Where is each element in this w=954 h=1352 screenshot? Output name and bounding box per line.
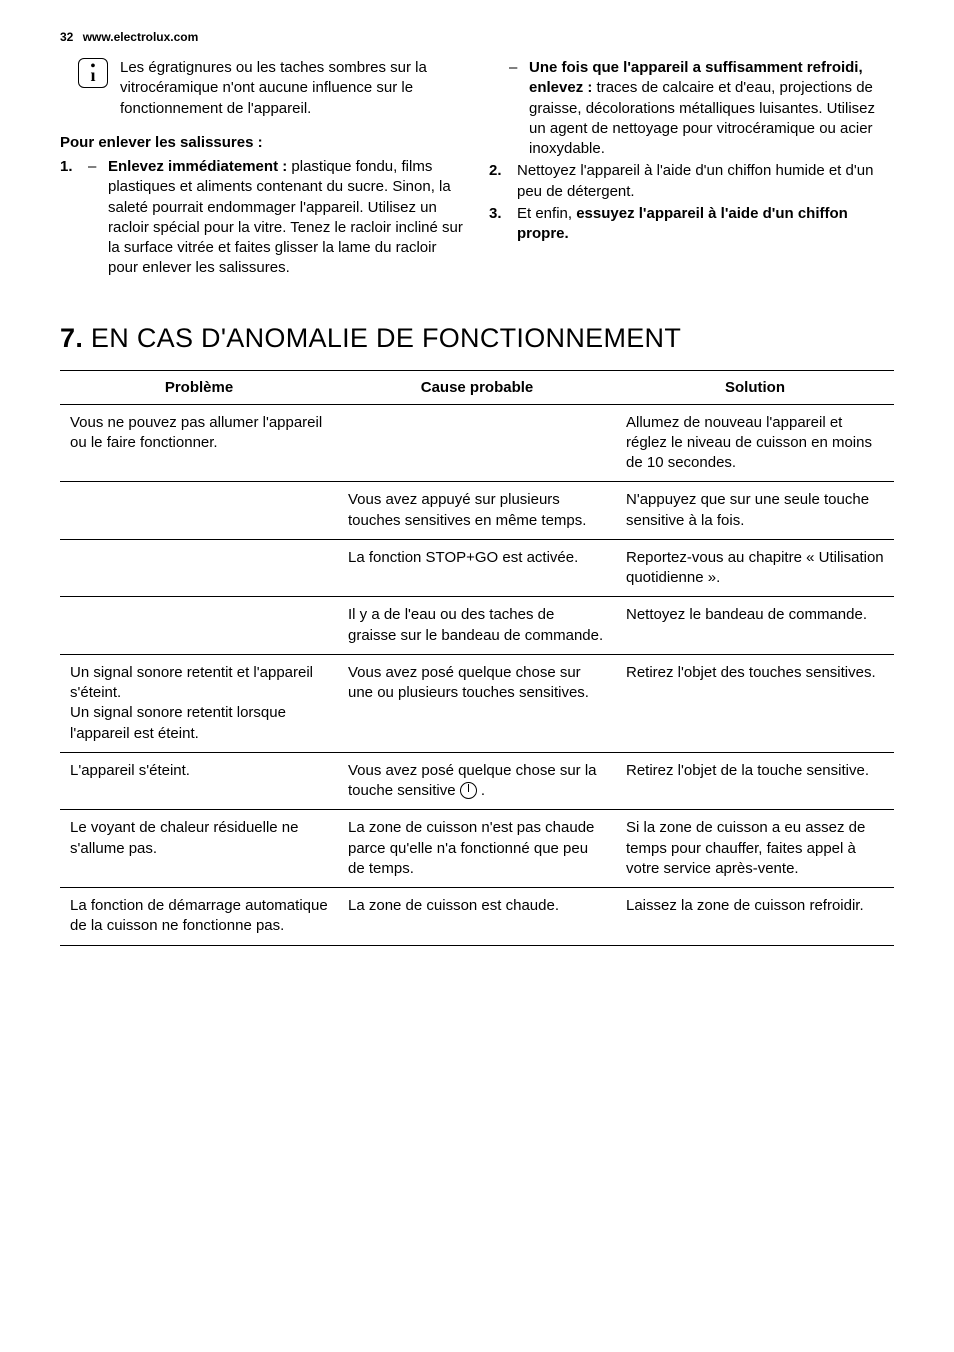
- item-bold: Enlevez immédiatement :: [108, 158, 287, 175]
- left-column: ı Les égratignures ou les taches sombres…: [60, 58, 465, 281]
- cleaning-list: 1. – Enlevez immédiatement : plastique f…: [60, 157, 465, 279]
- cell-solution: N'appuyez que sur une seule touche sensi…: [616, 482, 894, 540]
- page-header: 32 www.electrolux.com: [60, 30, 894, 44]
- cell-problem: Le voyant de chaleur résiduelle ne s'all…: [60, 810, 338, 888]
- cell-problem: Un signal sonore retentit et l'appareil …: [60, 654, 338, 752]
- cell-cause: La fonction STOP+GO est activée.: [338, 539, 616, 597]
- item-dash: –: [88, 157, 100, 279]
- list-item: 3. Et enfin, essuyez l'appareil à l'aide…: [489, 204, 894, 245]
- cell-solution: Reportez-vous au chapitre « Utilisation …: [616, 539, 894, 597]
- cell-solution: Retirez l'objet de la touche sensitive.: [616, 752, 894, 810]
- cell-cause: Vous avez posé quelque chose sur la touc…: [338, 752, 616, 810]
- item-number: 2.: [489, 161, 509, 202]
- table-row: La fonction de démarrage automatique de …: [60, 888, 894, 946]
- table-row: Vous ne pouvez pas allumer l'appareil ou…: [60, 404, 894, 482]
- item-dash: –: [509, 58, 521, 159]
- cell-cause: [338, 404, 616, 482]
- table-row: La fonction STOP+GO est activée. Reporte…: [60, 539, 894, 597]
- right-column: – Une fois que l'appareil a suffisamment…: [489, 58, 894, 281]
- cell-cause: La zone de cuisson n'est pas chaude parc…: [338, 810, 616, 888]
- power-icon: [460, 782, 477, 799]
- section-title: 7. EN CAS D'ANOMALIE DE FONCTIONNEMENT: [60, 323, 894, 354]
- cell-cause: La zone de cuisson est chaude.: [338, 888, 616, 946]
- cell-solution: Nettoyez le bandeau de commande.: [616, 597, 894, 655]
- info-note: ı Les égratignures ou les taches sombres…: [60, 58, 465, 119]
- cell-cause: Vous avez appuyé sur plusieurs touches s…: [338, 482, 616, 540]
- item-prefix: Et enfin,: [517, 205, 576, 222]
- cell-text-post: .: [477, 782, 485, 799]
- list-item: 1. – Enlevez immédiatement : plastique f…: [60, 157, 465, 279]
- troubleshoot-table: Problème Cause probable Solution Vous ne…: [60, 370, 894, 946]
- table-row: Un signal sonore retentit et l'appareil …: [60, 654, 894, 752]
- info-icon: ı: [78, 58, 108, 88]
- cell-solution: Allumez de nouveau l'appareil et réglez …: [616, 404, 894, 482]
- cell-solution: Si la zone de cuisson a eu assez de temp…: [616, 810, 894, 888]
- item-number: 3.: [489, 204, 509, 245]
- content-columns: ı Les égratignures ou les taches sombres…: [60, 58, 894, 281]
- cell-solution: Retirez l'objet des touches sensitives.: [616, 654, 894, 752]
- table-row: L'appareil s'éteint. Vous avez posé quel…: [60, 752, 894, 810]
- item-number: 1.: [60, 157, 80, 279]
- cell-problem: Vous ne pouvez pas allumer l'appareil ou…: [60, 404, 338, 482]
- section-title-text: EN CAS D'ANOMALIE DE FONCTIONNEMENT: [83, 323, 681, 353]
- cell-problem: [60, 597, 338, 655]
- table-row: Il y a de l'eau ou des taches de graisse…: [60, 597, 894, 655]
- item-text: Enlevez immédiatement : plastique fondu,…: [108, 157, 465, 279]
- col-header: Problème: [60, 370, 338, 404]
- item-rest: plastique fondu, films plastiques et ali…: [108, 158, 463, 276]
- table-header-row: Problème Cause probable Solution: [60, 370, 894, 404]
- cell-cause: Vous avez posé quelque chose sur une ou …: [338, 654, 616, 752]
- item-text: Une fois que l'appareil a suffisamment r…: [529, 58, 894, 159]
- list-item: – Une fois que l'appareil a suffisamment…: [489, 58, 894, 159]
- page: 32 www.electrolux.com ı Les égratignures…: [0, 0, 954, 986]
- item-text: Nettoyez l'appareil à l'aide d'un chiffo…: [517, 161, 894, 202]
- cell-solution: Laissez la zone de cuisson refroidir.: [616, 888, 894, 946]
- header-url: www.electrolux.com: [83, 30, 199, 44]
- table-row: Le voyant de chaleur résiduelle ne s'all…: [60, 810, 894, 888]
- cell-problem: La fonction de démarrage automatique de …: [60, 888, 338, 946]
- cell-cause: Il y a de l'eau ou des taches de graisse…: [338, 597, 616, 655]
- col-header: Cause probable: [338, 370, 616, 404]
- cleaning-heading: Pour enlever les salissures :: [60, 133, 465, 153]
- col-header: Solution: [616, 370, 894, 404]
- table-row: Vous avez appuyé sur plusieurs touches s…: [60, 482, 894, 540]
- cell-problem: [60, 482, 338, 540]
- info-text: Les égratignures ou les taches sombres s…: [120, 58, 465, 119]
- page-number: 32: [60, 30, 73, 44]
- item-text: Et enfin, essuyez l'appareil à l'aide d'…: [517, 204, 894, 245]
- section-number: 7.: [60, 323, 83, 353]
- cell-problem: [60, 539, 338, 597]
- cell-problem: L'appareil s'éteint.: [60, 752, 338, 810]
- list-item: 2. Nettoyez l'appareil à l'aide d'un chi…: [489, 161, 894, 202]
